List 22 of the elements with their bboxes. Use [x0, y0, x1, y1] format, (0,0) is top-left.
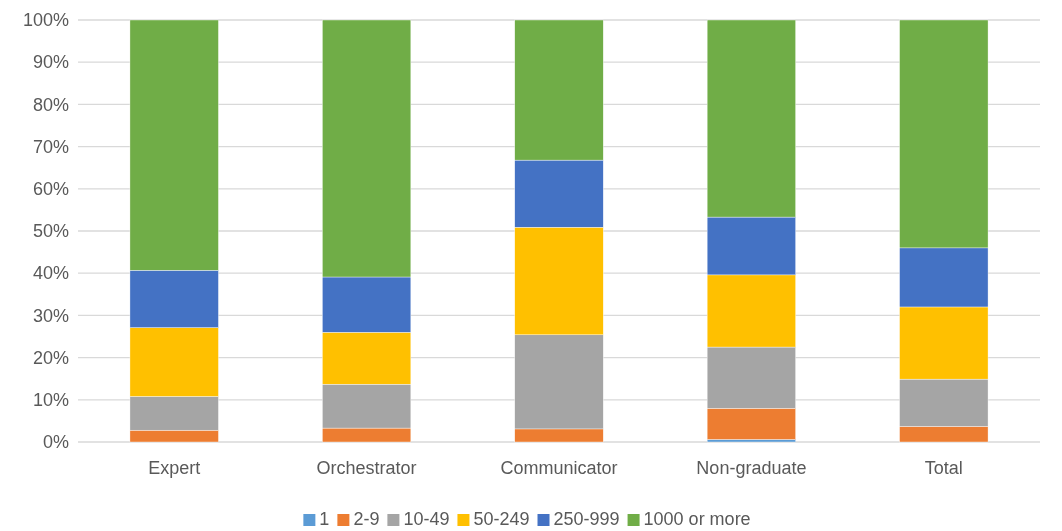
y-tick-label: 30%	[32, 305, 69, 326]
legend-label: 1000 or more	[643, 509, 751, 529]
y-tick-label: 80%	[32, 94, 69, 115]
y-tick-label: 90%	[32, 52, 69, 73]
legend-label: 10-49	[403, 509, 450, 529]
x-tick-label: Communicator	[500, 457, 618, 478]
x-tick-label: Total	[924, 457, 963, 478]
y-tick-label: 70%	[32, 136, 69, 157]
y-tick-label: 10%	[32, 390, 69, 411]
legend-label: 50-249	[473, 509, 530, 529]
legend-label: 2-9	[353, 509, 380, 529]
x-tick-label: Expert	[148, 457, 201, 478]
y-tick-label: 40%	[32, 263, 69, 284]
x-tick-label: Non-graduate	[696, 457, 807, 478]
y-tick-label: 0%	[42, 432, 69, 453]
y-tick-label: 20%	[32, 347, 69, 368]
legend-label: 1	[319, 509, 330, 529]
legend-label: 250-999	[553, 509, 620, 529]
y-tick-label: 100%	[22, 10, 69, 31]
y-tick-label: 60%	[32, 179, 69, 200]
x-tick-label: Orchestrator	[316, 457, 417, 478]
y-tick-label: 50%	[32, 221, 69, 242]
